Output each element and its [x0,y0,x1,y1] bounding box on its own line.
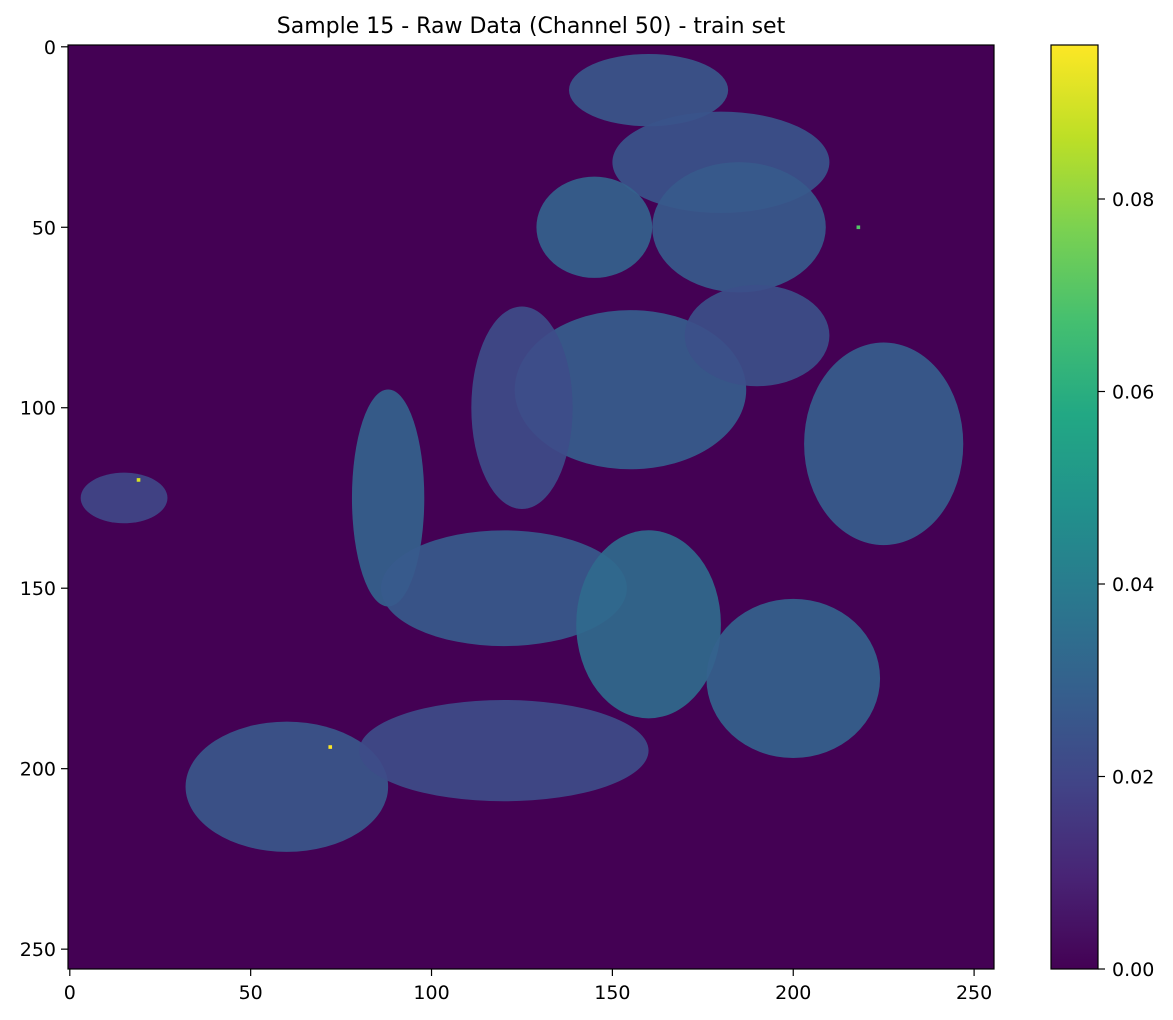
colorbar-ticks: 0.00 0.02 0.04 0.06 0.08 [1098,189,1154,981]
tissue-region [536,176,653,278]
tissue-region [568,53,729,127]
x-tick-label: 100 [413,982,449,1004]
y-tick-label: 0 [44,37,56,59]
y-axis: 0 50 100 150 200 250 [20,37,68,961]
colorbar-tick-label: 0.00 [1112,959,1154,981]
colorbar-tick-label: 0.08 [1112,189,1154,211]
hotspot-pixel [328,745,333,749]
tissue-region [80,472,168,524]
hotspot-pixel [856,225,861,230]
heatmap-hotspots [136,225,861,749]
hotspot-pixel [136,478,141,482]
tissue-region [804,342,964,546]
x-tick-label: 250 [956,982,992,1004]
chart-title: Sample 15 - Raw Data (Channel 50) - trai… [277,14,786,39]
colorbar-tick-label: 0.02 [1112,767,1154,789]
tissue-region [576,530,721,719]
heatmap-regions [80,53,964,852]
y-tick-label: 250 [20,939,56,961]
x-tick-label: 150 [594,982,630,1004]
colorbar-tick-label: 0.04 [1112,574,1154,596]
y-tick-label: 50 [32,217,56,239]
y-tick-label: 200 [20,759,56,781]
tissue-region [706,598,881,759]
x-tick-label: 50 [239,982,263,1004]
tissue-region [652,162,826,293]
tissue-region [471,306,573,510]
colorbar-gradient [1050,44,1099,970]
plot-frame [67,44,995,970]
colorbar: 0.00 0.02 0.04 0.06 0.08 [1050,44,1154,981]
x-axis: 0 50 100 150 200 250 [64,969,992,1004]
colorbar-tick-label: 0.06 [1112,382,1154,404]
tissue-region [351,389,425,607]
tissue-region [359,699,649,802]
y-tick-label: 150 [20,578,56,600]
tissue-region [684,284,830,387]
tissue-region [185,721,389,852]
x-tick-label: 0 [64,982,76,1004]
x-tick-label: 200 [775,982,811,1004]
tissue-region [380,530,627,647]
plot-area [67,44,995,970]
y-tick-label: 100 [20,398,56,420]
